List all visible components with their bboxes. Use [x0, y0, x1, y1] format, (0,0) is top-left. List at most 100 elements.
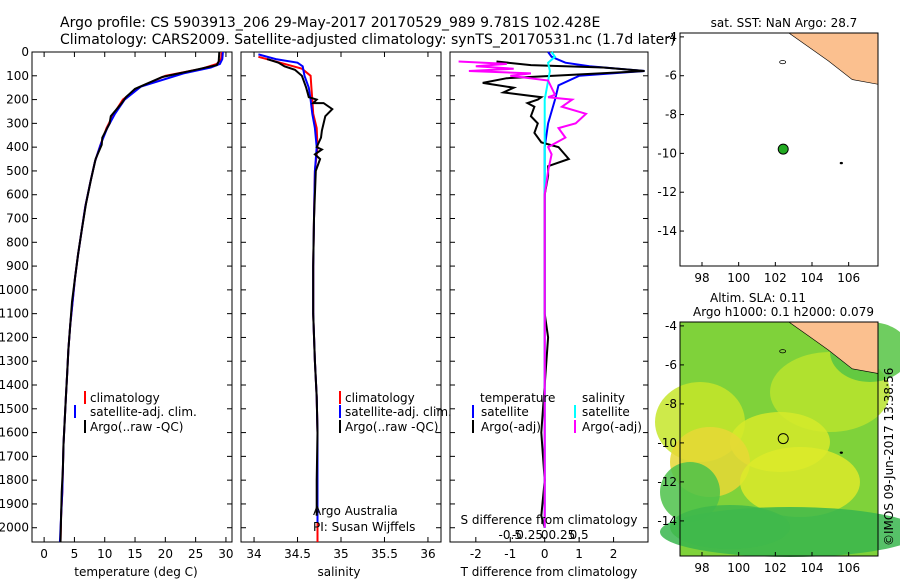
y-tick-label: 2000	[0, 521, 29, 535]
island-enggano	[779, 60, 787, 65]
map-y-label: -6	[665, 69, 677, 83]
y-tick-label: 1100	[0, 307, 29, 321]
legend-satellite-adj: satellite-adj. clim.	[90, 405, 197, 419]
map-y-label: -6	[665, 358, 677, 372]
sla-patch	[740, 447, 860, 517]
diff-xlabel-top: S difference from climatology	[461, 513, 638, 527]
series-line-climatology	[258, 55, 319, 542]
header-line2: Climatology: CARS2009. Satellite-adjuste…	[60, 32, 675, 48]
island-christmas	[839, 451, 843, 454]
x-tick-label: 35.5	[371, 547, 398, 561]
y-tick-label: 1900	[0, 497, 29, 511]
y-tick-label: 700	[6, 212, 29, 226]
map-x-label: 104	[801, 561, 824, 575]
x-tick-label: 25	[188, 547, 203, 561]
map-y-label: -10	[657, 436, 677, 450]
x-tick-label: 0	[541, 547, 549, 561]
map-y-label: -14	[657, 514, 677, 528]
salinity-panel-frame	[240, 51, 442, 543]
y-tick-label: 0	[21, 45, 29, 59]
x-tick-label: 5	[71, 547, 79, 561]
sla-map: 98 100 102 104 106 -4 -6 -8 -10 -12 -14	[655, 319, 900, 575]
map-x-label: 100	[727, 561, 750, 575]
legend-climatology: climatology	[345, 391, 415, 405]
x-tick-label: 0	[40, 547, 48, 561]
y-tick-label: 300	[6, 116, 29, 130]
legend-argo: Argo(..raw -QC)	[345, 420, 438, 434]
s-tick-label: -0.25	[512, 528, 543, 542]
legend-t-satellite: satellite	[481, 405, 529, 419]
y-tick-label: 600	[6, 188, 29, 202]
map-x-label: 106	[837, 271, 860, 285]
salinity-legend: climatology satellite-adj. clim. Argo(..…	[313, 391, 452, 534]
series-line-satellite-adj-clim-	[258, 53, 319, 523]
series-line-t-satellite	[543, 51, 645, 528]
y-tick-label: 1000	[0, 283, 29, 297]
sla-line1: Altim. SLA: 0.11	[710, 291, 806, 305]
y-tick-label: 900	[6, 259, 29, 273]
x-tick-label: 30	[218, 547, 233, 561]
temperature-panel-frame	[31, 51, 233, 543]
argo-australia-label: Argo Australia	[313, 504, 398, 518]
x-tick-label: 10	[97, 547, 112, 561]
s-tick-label: 0.5	[570, 528, 589, 542]
map-x-label: 104	[801, 271, 824, 285]
legend-s-argo: Argo(-adj)	[582, 420, 642, 434]
x-tick-label: 2	[610, 547, 618, 561]
sla-patch	[660, 462, 720, 522]
salinity-plot: 34 34.5 35 35.5 36	[241, 51, 441, 561]
legend-temperature-header: temperature	[480, 391, 555, 405]
legend-climatology: climatology	[90, 391, 160, 405]
legend-satellite-adj: satellite-adj. clim.	[345, 405, 452, 419]
map-y-label: -12	[657, 475, 677, 489]
map-x-label: 100	[727, 271, 750, 285]
salinity-xlabel: salinity	[317, 565, 360, 579]
series-line-climatology	[59, 51, 223, 543]
map-x-label: 102	[764, 271, 787, 285]
y-tick-label: 500	[6, 164, 29, 178]
map-x-label: 98	[694, 271, 709, 285]
series-line-s-satellite	[543, 51, 557, 528]
x-tick-label: -2	[470, 547, 482, 561]
map-frame	[679, 321, 879, 557]
sla-line2: Argo h1000: 0.1 h2000: 0.079	[693, 305, 874, 319]
map-x-label: 106	[837, 561, 860, 575]
difference-legend: temperature satellite Argo(-adj) salinit…	[472, 391, 642, 434]
legend-salinity-header: salinity	[582, 391, 625, 405]
s-tick-label: 0.25	[549, 528, 576, 542]
temperature-legend: climatology satellite-adj. clim. Argo(..…	[74, 391, 197, 434]
map-y-label: -8	[665, 397, 677, 411]
diff-xlabel-bottom: T difference from climatology	[460, 565, 638, 579]
x-tick-label: -1	[504, 547, 516, 561]
float-position-marker	[777, 433, 789, 445]
island-christmas	[839, 161, 843, 165]
s-tick-label: 0	[541, 528, 549, 542]
y-tick-label: 1400	[0, 378, 29, 392]
legend-t-argo: Argo(-adj)	[481, 420, 541, 434]
map-y-label: -10	[657, 146, 677, 160]
map-y-label: -4	[665, 319, 677, 333]
island-enggano	[779, 349, 787, 354]
y-tick-label: 400	[6, 140, 29, 154]
x-tick-label: 35	[333, 547, 348, 561]
y-tick-label: 1700	[0, 449, 29, 463]
y-tick-label: 1800	[0, 473, 29, 487]
map-y-label: -8	[665, 108, 677, 122]
pi-label: PI: Susan Wijffels	[313, 520, 415, 534]
y-tick-label: 1200	[0, 330, 29, 344]
x-tick-label: 34.5	[284, 547, 311, 561]
imos-credit: ©IMOS 09-Jun-2017 13:38:56	[882, 368, 896, 546]
legend-argo: Argo(..raw -QC)	[90, 420, 183, 434]
land-sumatra	[787, 32, 879, 85]
series-line-argo-raw-qc-	[266, 58, 334, 516]
legend-s-satellite: satellite	[582, 405, 630, 419]
sla-patch	[670, 505, 790, 549]
sst-map: 98 100 102 104 106 -4 -6 -8 -10 -12 -14	[657, 30, 879, 285]
y-tick-label: 800	[6, 235, 29, 249]
x-tick-label: 20	[158, 547, 173, 561]
map-y-label: -14	[657, 224, 677, 238]
series-line-t-argo-adj-	[482, 60, 645, 528]
temperature-xlabel: temperature (deg C)	[74, 565, 197, 579]
series-line-s-argo-adj-	[458, 60, 588, 528]
float-position-marker	[777, 143, 789, 155]
